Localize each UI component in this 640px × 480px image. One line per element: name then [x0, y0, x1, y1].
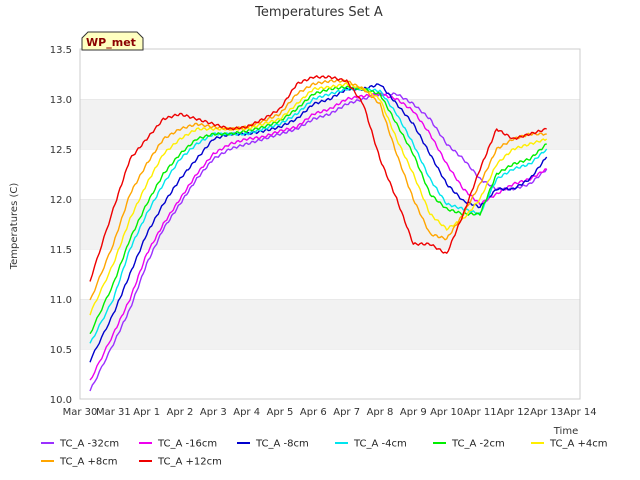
legend: TC_A -32cm TC_A -16cm TC_A -8cm TC_A -4cm TC…	[41, 439, 608, 468]
grid-band	[80, 199, 580, 249]
grid-band	[80, 299, 580, 349]
grid-band	[80, 349, 580, 399]
series-line-tc-a-32cm	[89, 92, 548, 392]
series-line-tc-a-8cm	[89, 83, 548, 363]
x-tick-label: Apr 9	[400, 407, 427, 418]
y-tick-label: 12.5	[50, 145, 72, 156]
x-tick-label: Apr 7	[333, 407, 360, 418]
x-tick-label: Apr 12	[497, 407, 530, 418]
y-tick-label: 13.0	[50, 95, 72, 106]
series-line-tc-a-4cm	[89, 87, 548, 344]
y-tick-label: 10.0	[50, 395, 72, 406]
series-line-tc-a-12cm	[89, 75, 547, 282]
chart-title: Temperatures Set A	[254, 5, 383, 20]
legend-label: TC_A -8cm	[255, 439, 309, 450]
x-tick-label: Mar 31	[96, 407, 131, 418]
y-tick-label: 12.0	[50, 195, 72, 206]
series-line-tc-a-16cm	[89, 92, 547, 381]
y-tick-label: 11.0	[50, 295, 72, 306]
x-tick-label: Apr 4	[233, 407, 260, 418]
badge: WP_met	[81, 31, 144, 51]
x-tick-label: Apr 10	[430, 407, 463, 418]
x-tick-label: Apr 13	[530, 407, 563, 418]
y-ticks: 10.0 10.5 11.0 11.5 12.0 12.5 13.0 13.5	[50, 45, 72, 406]
x-tick-label: Apr 1	[133, 407, 160, 418]
x-axis-label: Time	[553, 426, 578, 437]
y-tick-label: 13.5	[50, 45, 72, 56]
series-layer	[89, 75, 548, 392]
x-tick-label: Apr 11	[463, 407, 496, 418]
x-tick-label: Apr 2	[167, 407, 194, 418]
legend-label: TC_A -32cm	[59, 439, 119, 450]
legend-label: TC_A +12cm	[157, 457, 222, 468]
series-line-tc-a-2cm	[89, 85, 547, 335]
x-tick-label: Apr 8	[367, 407, 394, 418]
legend-label: TC_A +8cm	[59, 457, 118, 468]
badge-shape	[81, 31, 144, 51]
grid-band	[80, 49, 580, 99]
legend-label: TC_A +4cm	[549, 439, 608, 450]
grid-band	[80, 99, 580, 149]
x-tick-label: Apr 3	[200, 407, 227, 418]
legend-label: TC_A -16cm	[157, 439, 217, 450]
grid-band	[80, 249, 580, 299]
y-tick-label: 10.5	[50, 345, 72, 356]
x-tick-label: Mar 30	[63, 407, 98, 418]
legend-label: TC_A -2cm	[451, 439, 505, 450]
series-line-tc-a-4cm	[89, 82, 548, 316]
x-tick-label: Apr 6	[300, 407, 327, 418]
x-tick-label: Apr 5	[267, 407, 294, 418]
x-tick-label: Apr 14	[563, 407, 596, 418]
series-line-tc-a-8cm	[89, 79, 547, 301]
y-tick-label: 11.5	[50, 245, 72, 256]
y-axis-label: Temperatures (C)	[9, 183, 20, 271]
grid-bands	[80, 48, 580, 399]
plot-area-border	[79, 48, 581, 400]
badge-label: WP_met	[86, 36, 136, 49]
legend-label: TC_A -4cm	[353, 439, 407, 450]
